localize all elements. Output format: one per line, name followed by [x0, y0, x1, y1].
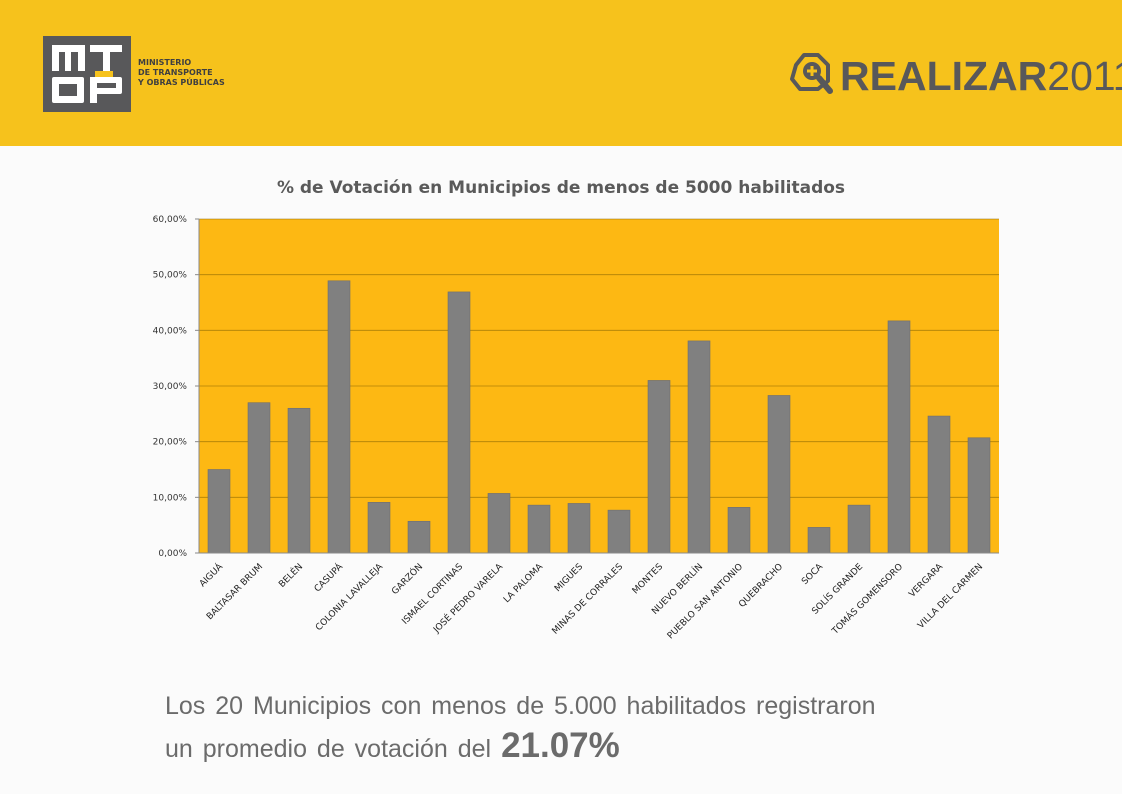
x-tick-label: VERGARA [907, 561, 945, 599]
bar [287, 407, 311, 554]
bar [927, 415, 951, 554]
x-tick-label: AIGUÁ [196, 560, 225, 589]
summary-text: Los 20 Municipios con menos de 5.000 hab… [165, 686, 985, 769]
y-tick-label: 10,00% [153, 493, 188, 503]
bar [527, 504, 551, 554]
brand-year: 2011 [1047, 53, 1122, 99]
ministry-line: MINISTERIO [138, 58, 192, 67]
bar [967, 437, 991, 554]
bar [807, 527, 831, 554]
bar [247, 402, 271, 554]
y-tick-label: 60,00% [153, 215, 188, 225]
x-tick-label: MONTES [631, 562, 665, 596]
x-tick-label: CASUPÁ [311, 560, 345, 594]
magnifier-plus-icon [790, 53, 833, 94]
y-tick-label: 20,00% [153, 438, 188, 448]
ministry-name: MINISTERIO DE TRANSPORTE Y OBRAS PÚBLICA… [138, 58, 225, 88]
x-tick-label: JOSÉ PEDRO VARELA [430, 560, 506, 636]
y-tick-label: 40,00% [153, 326, 188, 336]
bar [727, 507, 751, 554]
x-tick-label: TOMÁS GOMENSORO [828, 561, 905, 638]
x-tick-label: MINAS DE CORRALES [551, 562, 626, 637]
header-banner: MINISTERIO DE TRANSPORTE Y OBRAS PÚBLICA… [0, 0, 1122, 146]
average-value: 21.07% [501, 726, 620, 765]
x-tick-label: GARZÓN [389, 561, 425, 597]
mtop-logo [43, 36, 131, 112]
summary-line-1: Los 20 Municipios con menos de 5.000 hab… [165, 692, 876, 720]
chart-title: % de Votación en Municipios de menos de … [276, 178, 846, 198]
bar [207, 469, 231, 554]
ministry-line: Y OBRAS PÚBLICAS [138, 78, 225, 87]
x-tick-label: PUEBLO SAN ANTONIO [666, 562, 745, 641]
bar [607, 509, 631, 554]
ministry-line: DE TRANSPORTE [138, 68, 213, 77]
brand-word: REALIZAR [840, 53, 1048, 99]
summary-line-2: un promedio de votación del [165, 735, 492, 763]
bar [847, 504, 871, 554]
bar [647, 380, 671, 554]
bar [327, 280, 351, 554]
bar [567, 503, 591, 554]
bar [407, 520, 431, 554]
x-tick-label: MIGUES [553, 562, 585, 594]
bar [887, 320, 911, 554]
bar [767, 395, 791, 554]
x-tick-label: BELÉN [276, 561, 305, 590]
x-tick-label: SOCA [800, 561, 826, 587]
x-tick-label: COLONIA LAVALLEJA [314, 561, 386, 633]
brand-wordmark: REALIZAR2011 [840, 54, 1122, 98]
bar [447, 291, 471, 554]
y-tick-label: 50,00% [153, 271, 188, 281]
bar-chart: 0,00% 10,00% 20,00% 30,00% 40,00% 50,00% 60,00… [153, 215, 999, 641]
bar [487, 493, 511, 554]
y-tick-label: 30,00% [153, 382, 188, 392]
bar [367, 502, 391, 554]
bar [687, 340, 711, 554]
y-tick-label: 0,00% [158, 549, 187, 559]
x-tick-label: LA PALOMA [502, 561, 546, 605]
